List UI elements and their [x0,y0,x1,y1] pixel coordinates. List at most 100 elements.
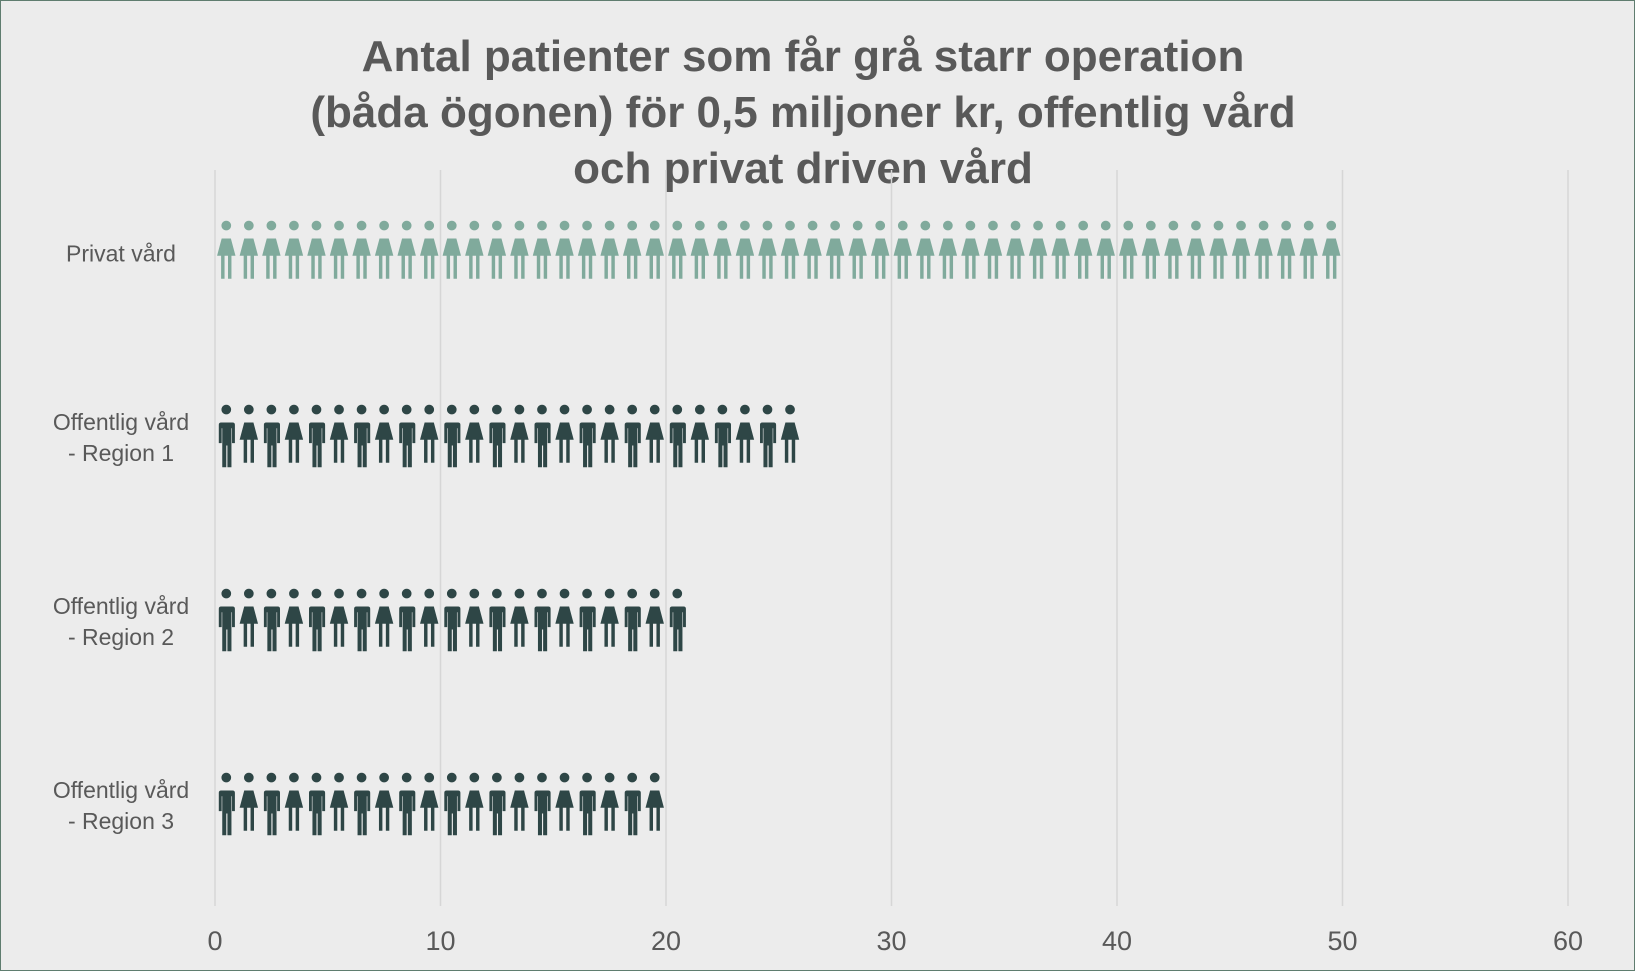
person-icon [262,220,281,279]
person-icon [489,772,506,836]
person-icon [713,220,732,279]
person-icon [1073,220,1093,279]
person-icon [354,588,371,652]
person-icon [758,220,777,279]
person-icon [442,220,461,279]
pictograph-bar [218,772,664,836]
person-icon [1299,220,1318,279]
person-icon [624,404,641,468]
person-icon [1028,220,1048,279]
person-icon [532,220,552,279]
person-icon [444,404,461,468]
person-icon [239,220,259,279]
person-icon [487,220,507,279]
person-icon [263,588,280,652]
person-icon [218,588,235,652]
person-icon [309,404,326,468]
person-icon [760,404,777,468]
person-icon [239,588,259,647]
pictograph-bar [218,404,800,468]
person-icon [893,220,912,279]
person-icon [399,588,416,652]
person-icon [239,772,259,831]
y-tick-label: Offentlig vård - Region 3 [52,777,190,834]
person-icon [1254,220,1273,279]
person-icon [263,404,280,468]
chart-title: Antal patienter som får grå starr operat… [310,32,1296,193]
person-icon [579,772,596,836]
person-icon [218,772,235,836]
person-icon [354,404,371,468]
person-icon [397,220,416,279]
person-icon [307,220,326,279]
person-icon [444,588,461,652]
person-icon [465,220,484,279]
person-icon [1322,220,1341,279]
person-icon [239,404,259,463]
person-icon [352,220,371,279]
person-icon [624,588,641,652]
y-tick-label: Privat vård [66,240,176,267]
person-icon [600,588,619,647]
person-icon [577,220,597,279]
person-icon [329,404,349,463]
person-icon [374,404,394,463]
person-icon [329,220,349,279]
person-icon [1186,220,1206,279]
person-icon [735,404,755,463]
person-icon [284,588,304,647]
person-icon [284,404,304,463]
pictograph-bar [218,588,686,652]
person-icon [714,404,731,468]
y-tick-label: Offentlig vård - Region 2 [52,593,190,650]
person-icon [284,220,304,279]
person-icon [690,404,710,463]
person-icon [1141,220,1161,279]
person-icon [284,772,304,831]
person-icon [420,588,439,647]
person-icon [645,772,664,831]
person-icon [668,220,687,279]
person-icon [1051,220,1070,279]
person-icon [399,772,416,836]
person-icon [534,772,551,836]
person-icon [309,588,326,652]
person-icon [263,772,280,836]
person-icon [510,588,529,647]
person-icon [803,220,822,279]
person-icon [510,220,529,279]
person-icon [420,404,439,463]
person-icon [871,220,890,279]
person-icon [1276,220,1296,279]
person-icon [579,404,596,468]
person-icon [624,772,641,836]
x-tick-label: 10 [425,926,455,956]
person-icon [374,588,394,647]
person-icon [645,220,664,279]
person-icon [825,220,845,279]
person-icon [555,220,574,279]
x-tick-label: 20 [651,926,681,956]
person-icon [600,772,619,831]
person-icon [354,772,371,836]
person-icon [848,220,867,279]
x-tick-label: 60 [1553,926,1583,956]
x-tick-label: 0 [207,926,222,956]
person-icon [983,220,1003,279]
person-icon [510,772,529,831]
person-icon [600,220,619,279]
person-icon [916,220,935,279]
person-icon [555,588,574,647]
person-icon [555,772,574,831]
person-icon [780,220,800,279]
person-icon [1164,220,1183,279]
person-icon [465,404,484,463]
person-icon [510,404,529,463]
person-icon [1096,220,1115,279]
person-icon [555,404,574,463]
person-icon [534,404,551,468]
person-icon [669,404,686,468]
pictograph-bar [217,220,1341,279]
